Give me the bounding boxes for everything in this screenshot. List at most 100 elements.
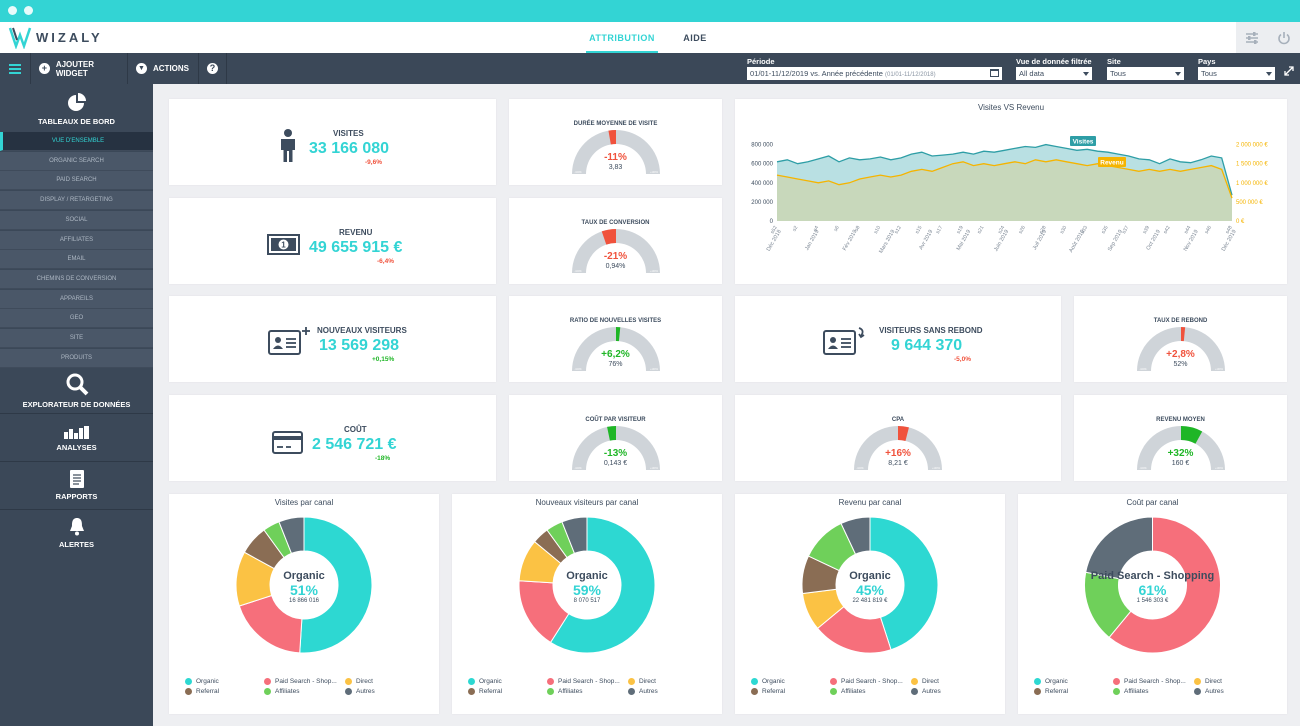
legend-item[interactable]: Organic xyxy=(185,678,219,685)
sidebar-subitem[interactable]: SITE xyxy=(0,329,153,348)
site-select[interactable]: Tous xyxy=(1107,67,1184,80)
logo[interactable]: WIZALY xyxy=(8,24,103,50)
legend-item[interactable]: Organic xyxy=(751,678,785,685)
legend-item[interactable]: Paid Search - Shop... xyxy=(1113,678,1186,685)
donut-slice[interactable] xyxy=(561,516,588,555)
sidebar-item-explorer[interactable]: EXPLORATEUR DE DONNÉES xyxy=(0,372,153,409)
legend-item[interactable]: Referral xyxy=(751,688,785,695)
chart-title: Visites VS Revenu xyxy=(977,103,1045,112)
legend-item[interactable]: Paid Search - Shop... xyxy=(264,678,337,685)
fullscreen-button[interactable] xyxy=(1284,63,1294,81)
gauge-card-taux-rebond[interactable]: TAUX DE REBOND -100% -50% +50% +100% +2,8% 52% xyxy=(1074,296,1287,382)
legend-item[interactable]: Affiliates xyxy=(547,688,582,695)
gauge-card-cout-par-visiteur[interactable]: COÛT PAR VISITEUR -100% -50% +50% +100% -13% 0… xyxy=(509,395,722,481)
period-input[interactable]: 01/01-11/12/2019 vs. Année précédente (0… xyxy=(747,67,1002,80)
help-button[interactable]: ? xyxy=(199,53,227,84)
legend-item[interactable]: Direct xyxy=(628,678,656,685)
sidebar-subitem[interactable]: ORGANIC SEARCH xyxy=(0,151,153,171)
donut-slice[interactable] xyxy=(1108,516,1221,654)
gauge-delta: -21% xyxy=(603,251,628,262)
sidebar-subitem[interactable]: APPAREILS xyxy=(0,289,153,309)
tab-attribution[interactable]: ATTRIBUTION xyxy=(586,22,658,53)
legend-item[interactable]: Paid Search - Shop... xyxy=(547,678,620,685)
calendar-icon[interactable] xyxy=(990,69,999,77)
sidebar-subitem[interactable]: EMAIL xyxy=(0,250,153,270)
power-button[interactable] xyxy=(1268,22,1300,53)
gauge-card-cpa[interactable]: CPA -100% -50% +50% +100% +16% 8,21 € xyxy=(735,395,1061,481)
add-widget-button[interactable]: + AJOUTER WIDGET xyxy=(31,53,128,84)
sidebar-subitem[interactable]: AFFILIATES xyxy=(0,230,153,250)
pie-chart-icon xyxy=(67,93,86,111)
chart-card-visites-vs-revenu[interactable]: Visites VS Revenu 800 000 600 000 400 000 2… xyxy=(735,99,1287,284)
window-dot[interactable] xyxy=(8,6,17,15)
donut-slice[interactable] xyxy=(549,516,656,654)
settings-button[interactable] xyxy=(1236,22,1268,53)
donut-slice[interactable] xyxy=(299,516,373,654)
kpi-card-visiteurs-sans-rebond[interactable]: VISITEURS SANS REBOND 9 644 370 -5,0% xyxy=(735,296,1061,382)
kpi-card-revenu[interactable]: 1 REVENU 49 655 915 € -6,4% xyxy=(169,198,496,284)
x-tick-week: s17 xyxy=(935,225,944,235)
legend-item[interactable]: Affiliates xyxy=(830,688,865,695)
legend-item[interactable]: Organic xyxy=(1034,678,1068,685)
tab-aide[interactable]: AIDE xyxy=(683,33,707,43)
legend-label: Affiliates xyxy=(841,688,866,695)
donut-card-cout-par-canal[interactable]: Coût par canal Paid Search - Shopping 61% 1… xyxy=(1018,494,1287,714)
expand-icon xyxy=(1284,66,1294,76)
donut-slice[interactable] xyxy=(869,516,939,651)
legend-item[interactable]: Autres xyxy=(1194,688,1224,695)
legend-item[interactable]: Affiliates xyxy=(1113,688,1148,695)
kpi-card-visites[interactable]: VISITES 33 166 080 -9,6% xyxy=(169,99,496,185)
donut-card-nouveaux-visiteurs-par-canal[interactable]: Nouveaux visiteurs par canal Organic 59% 8 … xyxy=(452,494,722,714)
donut-card-visites-par-canal[interactable]: Visites par canal Organic 51% 16 866 016 Org… xyxy=(169,494,439,714)
view-select[interactable]: All data xyxy=(1016,67,1092,80)
legend-dot xyxy=(830,688,837,695)
y-tick-left: 0 xyxy=(770,219,774,225)
donut-slice[interactable] xyxy=(1085,516,1153,580)
window-dot[interactable] xyxy=(24,6,33,15)
legend-item[interactable]: Paid Search - Shop... xyxy=(830,678,903,685)
sidebar-item-reports[interactable]: RAPPORTS xyxy=(0,470,153,501)
legend-item[interactable]: Referral xyxy=(468,688,502,695)
window-title-bar xyxy=(0,0,1300,22)
donut-slice[interactable] xyxy=(278,516,305,555)
legend-item[interactable]: Autres xyxy=(911,688,941,695)
legend-item[interactable]: Referral xyxy=(185,688,219,695)
legend-item[interactable]: Autres xyxy=(628,688,658,695)
kpi-card-nouveaux-visiteurs[interactable]: NOUVEAUX VISITEURS 13 569 298 +0,15% xyxy=(169,296,496,382)
kpi-card-cout[interactable]: COÛT 2 546 721 € -18% xyxy=(169,395,496,481)
donut-slice[interactable] xyxy=(238,594,303,654)
legend-item[interactable]: Direct xyxy=(911,678,939,685)
country-select[interactable]: Tous xyxy=(1198,67,1275,80)
legend-item[interactable]: Direct xyxy=(345,678,373,685)
legend-item[interactable]: Autres xyxy=(345,688,375,695)
sidebar-subitem[interactable]: PAID SEARCH xyxy=(0,171,153,191)
sidebar-subitem[interactable]: VUE D'ENSEMBLE xyxy=(0,132,153,151)
sidebar-subitem[interactable]: CHEMINS DE CONVERSION xyxy=(0,269,153,289)
legend-item[interactable]: Organic xyxy=(468,678,502,685)
sidebar-subitem[interactable]: GEO xyxy=(0,309,153,329)
legend-item[interactable]: Affiliates xyxy=(264,688,299,695)
sidebar-subitem[interactable]: PRODUITS xyxy=(0,348,153,368)
sidebar-item-alerts[interactable]: ALERTES xyxy=(0,517,153,549)
legend-item[interactable]: Direct xyxy=(1194,678,1222,685)
gauge-card-revenu-moyen[interactable]: REVENU MOYEN -100% -50% +50% +100% +32% 160 € xyxy=(1074,395,1287,481)
sidebar-item-analyses[interactable]: ANALYSES xyxy=(0,425,153,452)
donut-slice[interactable] xyxy=(840,516,871,555)
gauge-card-ratio-nouvelles-visites[interactable]: RATIO DE NOUVELLES VISITES -100% -50% +50% +… xyxy=(509,296,722,382)
gauge-card-taux-conversion[interactable]: TAUX DE CONVERSION -100% -50% +50% +100% -21%… xyxy=(509,198,722,284)
gauge-card-duree-moyenne[interactable]: DURÉE MOYENNE DE VISITE -100% -50% +50% +100… xyxy=(509,99,722,185)
actions-button[interactable]: ▼ ACTIONS xyxy=(128,53,199,84)
sidebar-subitem[interactable]: DISPLAY / RETARGETING xyxy=(0,191,153,211)
sidebar-item-dashboards[interactable]: TABLEAUX DE BORD xyxy=(0,92,153,126)
legend-dot xyxy=(547,678,554,685)
gauge-tick-label: +50% xyxy=(636,368,643,371)
gauge-tick-label: +100% xyxy=(650,270,659,273)
x-tick-week: s30 xyxy=(1059,225,1068,235)
sidebar-subitem[interactable]: SOCIAL xyxy=(0,210,153,230)
legend-label: Affiliates xyxy=(558,688,583,695)
menu-toggle-button[interactable] xyxy=(0,53,31,84)
legend-item[interactable]: Referral xyxy=(1034,688,1068,695)
donut-card-revenu-par-canal[interactable]: Revenu par canal Organic 45% 22 481 819 € Or… xyxy=(735,494,1005,714)
donut-title: Coût par canal xyxy=(1126,498,1179,507)
x-tick-week: s28 xyxy=(1038,225,1047,235)
